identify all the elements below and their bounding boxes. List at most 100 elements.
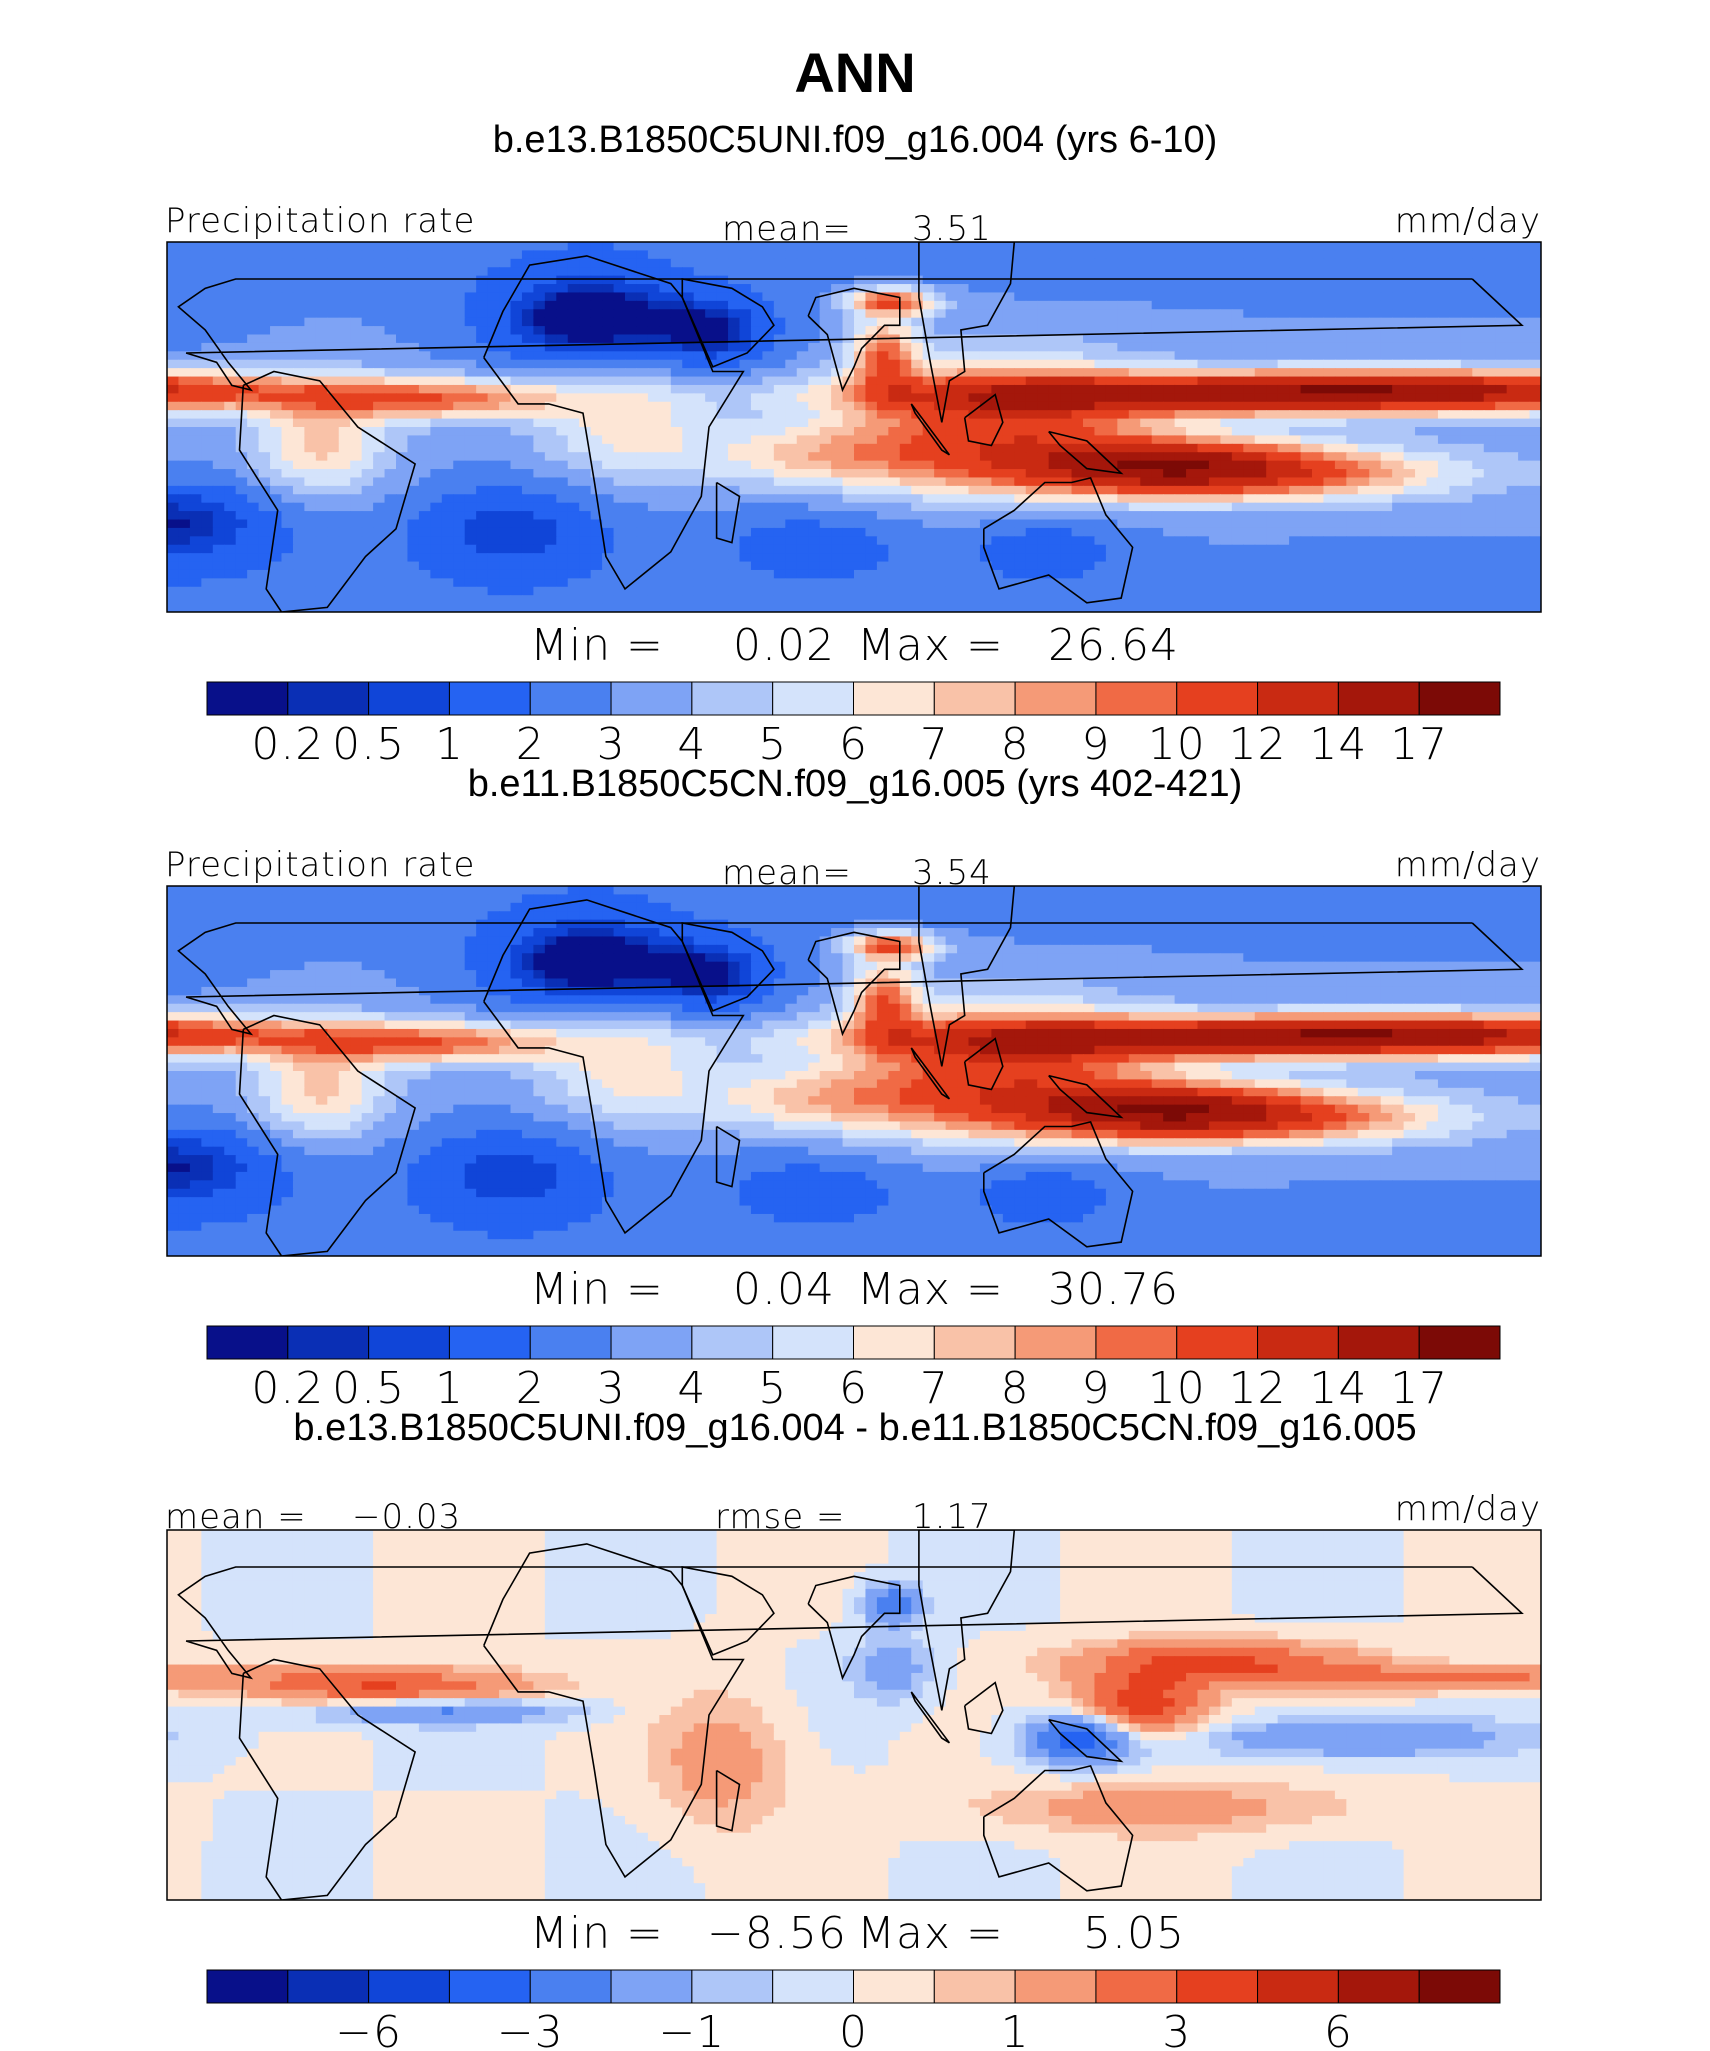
field-cell — [1083, 578, 1096, 588]
field-cell — [1174, 368, 1187, 378]
field-cell — [247, 250, 260, 260]
field-cell — [1174, 435, 1187, 445]
field-cell — [1037, 435, 1050, 445]
field-cell — [1483, 368, 1496, 378]
field-cell — [625, 569, 638, 579]
field-cell — [945, 284, 958, 294]
field-cell — [865, 284, 878, 294]
field-cell — [281, 309, 294, 319]
field-cell — [1220, 242, 1233, 252]
field-cell — [235, 334, 248, 344]
field-cell — [625, 393, 638, 403]
field-cell — [979, 384, 992, 394]
field-cell — [876, 342, 889, 352]
field-cell — [201, 502, 214, 512]
field-cell — [510, 586, 523, 596]
field-cell — [750, 469, 763, 479]
field-cell — [579, 460, 592, 470]
field-cell — [1220, 527, 1233, 537]
field-cell — [1014, 553, 1027, 563]
field-cell — [510, 485, 523, 495]
field-cell — [1174, 393, 1187, 403]
field-cell — [510, 401, 523, 411]
field-cell — [1518, 401, 1531, 411]
field-cell — [1369, 401, 1382, 411]
field-cell — [304, 452, 317, 462]
field-cell — [602, 368, 615, 378]
field-cell — [625, 511, 638, 521]
field-cell — [819, 284, 832, 294]
field-cell — [270, 284, 283, 294]
field-cell — [602, 410, 615, 420]
field-cell — [441, 418, 454, 428]
field-cell — [1208, 511, 1221, 521]
field-cell — [510, 309, 523, 319]
field-cell — [1117, 401, 1130, 411]
field-cell — [212, 317, 225, 327]
field-cell — [659, 435, 672, 445]
field-cell — [957, 292, 970, 302]
field-cell — [292, 384, 305, 394]
field-cell — [979, 393, 992, 403]
field-cell — [1312, 300, 1325, 310]
field-cell — [579, 494, 592, 504]
field-cell — [590, 586, 603, 596]
field-cell — [567, 292, 580, 302]
field-cell — [453, 300, 466, 310]
field-cell — [1449, 359, 1462, 369]
field-cell — [1037, 494, 1050, 504]
field-cell — [888, 519, 901, 529]
field-cell — [934, 258, 947, 268]
field-cell — [1357, 460, 1370, 470]
field-cell — [1002, 368, 1015, 378]
field-cell — [888, 418, 901, 428]
field-cell — [1415, 553, 1428, 563]
field-cell — [1403, 393, 1416, 403]
field-cell — [796, 275, 809, 285]
field-cell — [1472, 435, 1485, 445]
field-cell — [876, 427, 889, 437]
field-cell — [327, 317, 340, 327]
field-cell — [544, 258, 557, 268]
field-cell — [728, 452, 741, 462]
field-cell — [1151, 342, 1164, 352]
field-cell — [1300, 258, 1313, 268]
field-cell — [1369, 342, 1382, 352]
field-cell — [476, 359, 489, 369]
field-cell — [602, 536, 615, 546]
field-cell — [705, 452, 718, 462]
field-cell — [1197, 502, 1210, 512]
field-cell — [1518, 494, 1531, 504]
field-cell — [189, 242, 202, 252]
field-cell — [1163, 452, 1176, 462]
field-cell — [361, 527, 374, 537]
field-cell — [750, 578, 763, 588]
field-cell — [407, 250, 420, 260]
field-cell — [292, 258, 305, 268]
field-cell — [350, 334, 363, 344]
field-cell — [407, 292, 420, 302]
field-cell — [1380, 460, 1393, 470]
field-cell — [361, 502, 374, 512]
field-cell — [1437, 410, 1450, 420]
field-cell — [659, 511, 672, 521]
field-cell — [384, 368, 397, 378]
field-cell — [625, 334, 638, 344]
field-cell — [258, 494, 271, 504]
field-cell — [728, 435, 741, 445]
field-cell — [1289, 401, 1302, 411]
field-cell — [350, 502, 363, 512]
field-cell — [808, 258, 821, 268]
field-cell — [1014, 401, 1027, 411]
field-cell — [739, 284, 752, 294]
field-cell — [1071, 275, 1084, 285]
field-cell — [842, 410, 855, 420]
field-cell — [396, 267, 409, 277]
field-cell — [258, 242, 271, 252]
field-cell — [1334, 536, 1347, 546]
field-cell — [865, 435, 878, 445]
field-cell — [533, 292, 546, 302]
field-cell — [1300, 300, 1313, 310]
field-cell — [785, 275, 798, 285]
field-cell — [453, 578, 466, 588]
